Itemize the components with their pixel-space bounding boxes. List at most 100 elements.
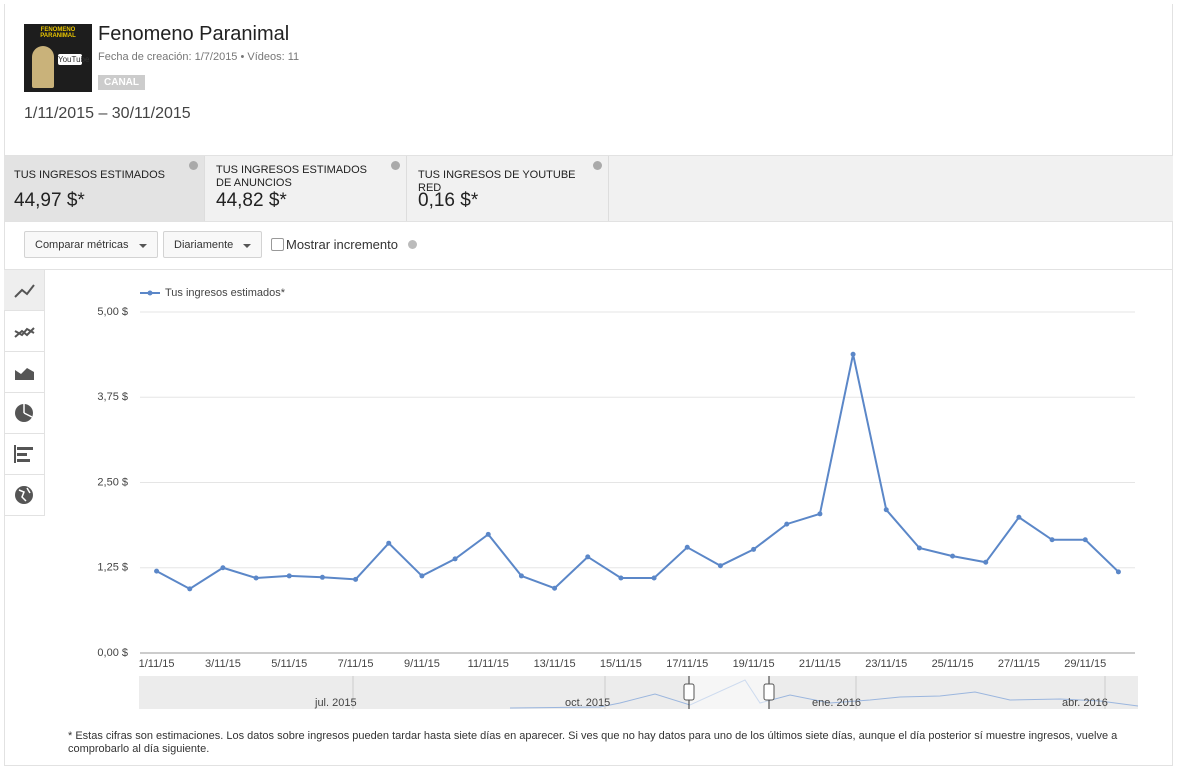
help-icon[interactable] <box>593 161 602 170</box>
separator <box>4 269 1173 270</box>
series-line <box>156 354 1120 591</box>
metric-value: 44,97 $* <box>14 190 85 211</box>
data-point <box>717 563 723 569</box>
metric-tab[interactable]: TUS INGRESOS DE YOUTUBE RED 0,16 $* <box>408 156 609 221</box>
data-point <box>950 553 956 559</box>
data-point <box>784 521 790 527</box>
data-point <box>1082 537 1088 543</box>
x-tick-label: 27/11/15 <box>998 658 1040 670</box>
icon <box>14 284 35 298</box>
x-tick-label: 1/11/15 <box>139 658 175 670</box>
area-chart-icon[interactable] <box>4 352 44 393</box>
data-point <box>485 531 491 537</box>
x-tick-label: 3/11/15 <box>205 658 241 670</box>
compare-chart-icon[interactable] <box>4 311 44 352</box>
data-point <box>386 540 392 546</box>
data-point <box>518 573 524 579</box>
data-point <box>319 574 325 580</box>
data-point <box>286 573 292 579</box>
data-point <box>419 573 425 579</box>
x-tick-label: 9/11/15 <box>404 658 440 670</box>
compare-button[interactable]: Comparar métricas <box>24 231 158 258</box>
help-icon[interactable] <box>391 161 400 170</box>
increment-checkbox[interactable] <box>271 238 284 251</box>
increment-label[interactable]: Mostrar incremento <box>286 237 398 252</box>
data-point <box>1049 537 1055 543</box>
data-point <box>817 511 823 517</box>
logo-title: FENOMENO PARANIMAL <box>40 27 76 39</box>
navigator-label: ene. 2016 <box>812 697 861 709</box>
navigator-sparkline <box>509 679 1139 709</box>
line-chart-icon[interactable] <box>4 270 44 311</box>
help-icon[interactable] <box>189 161 198 170</box>
x-tick-label: 13/11/15 <box>534 658 576 670</box>
metric-tab[interactable]: TUS INGRESOS ESTIMADOS DE ANUNCIOS 44,82… <box>206 156 407 221</box>
data-point <box>353 576 359 582</box>
icon <box>15 368 34 380</box>
navigator <box>139 676 1138 709</box>
data-point <box>552 585 558 591</box>
bar-chart-icon[interactable] <box>4 434 44 475</box>
data-point <box>684 544 690 550</box>
help-icon[interactable] <box>408 240 417 249</box>
data-point <box>154 568 160 574</box>
data-point <box>651 575 657 581</box>
navigator-grip[interactable] <box>763 683 775 701</box>
data-point <box>1016 514 1022 520</box>
x-tick-label: 7/11/15 <box>338 658 374 670</box>
logo-figure <box>32 46 54 88</box>
icon <box>14 327 35 338</box>
y-tick-label: 1,25 $ <box>97 562 128 574</box>
metric-value: 0,16 $* <box>418 190 479 211</box>
date-range: 1/11/2015 – 30/11/2015 <box>24 105 191 122</box>
data-point <box>585 554 591 560</box>
x-tick-label: 19/11/15 <box>733 658 775 670</box>
x-tick-label: 11/11/15 <box>468 658 509 670</box>
legend-marker <box>147 290 153 296</box>
metric-label: TUS INGRESOS ESTIMADOS DE ANUNCIOS <box>216 164 367 189</box>
data-point <box>883 507 889 513</box>
channel-name[interactable]: Fenomeno Paranimal <box>98 23 290 45</box>
icon <box>15 486 33 504</box>
y-tick-label: 5,00 $ <box>97 306 128 318</box>
legend-label: Tus ingresos estimados* <box>165 287 286 299</box>
data-point <box>187 586 193 592</box>
navigator-label: jul. 2015 <box>314 697 357 709</box>
y-tick-label: 0,00 $ <box>97 647 128 659</box>
metric-label: TUS INGRESOS DE YOUTUBE RED <box>418 169 576 194</box>
y-tick-label: 3,75 $ <box>97 391 128 403</box>
period-button[interactable]: Diariamente <box>163 231 263 258</box>
navigator-window[interactable] <box>689 676 769 709</box>
data-point <box>983 559 989 565</box>
x-tick-label: 5/11/15 <box>271 658 307 670</box>
metric-value: 44,82 $* <box>216 190 287 211</box>
navigator-label: abr. 2016 <box>1062 697 1108 709</box>
metric-label: TUS INGRESOS ESTIMADOS <box>14 169 165 181</box>
channel-badge: CANAL <box>98 75 145 90</box>
map-icon[interactable] <box>4 475 44 516</box>
metric-tab[interactable]: TUS INGRESOS ESTIMADOS 44,97 $* <box>4 156 205 221</box>
data-point <box>253 575 259 581</box>
navigator-grip[interactable] <box>683 683 695 701</box>
data-point <box>618 575 624 581</box>
channel-logo: FENOMENO PARANIMAL YouTube <box>24 24 92 92</box>
frame <box>4 4 1173 766</box>
data-point <box>220 565 226 571</box>
x-tick-label: 23/11/15 <box>865 658 907 670</box>
data-point <box>916 545 922 551</box>
x-tick-label: 29/11/15 <box>1064 658 1106 670</box>
icon <box>14 445 33 463</box>
chart-type-bar <box>4 270 45 516</box>
x-tick-label: 17/11/15 <box>666 658 708 670</box>
data-point <box>1115 569 1121 575</box>
x-tick-label: 15/11/15 <box>600 658 642 670</box>
logo-badge: YouTube <box>58 54 90 65</box>
metric-tabs: TUS INGRESOS ESTIMADOS 44,97 $* TUS INGR… <box>4 155 1173 222</box>
pie-chart-icon[interactable] <box>4 393 44 434</box>
x-tick-label: 25/11/15 <box>932 658 974 670</box>
y-tick-label: 2,50 $ <box>97 476 128 488</box>
x-tick-label: 21/11/15 <box>799 658 841 670</box>
